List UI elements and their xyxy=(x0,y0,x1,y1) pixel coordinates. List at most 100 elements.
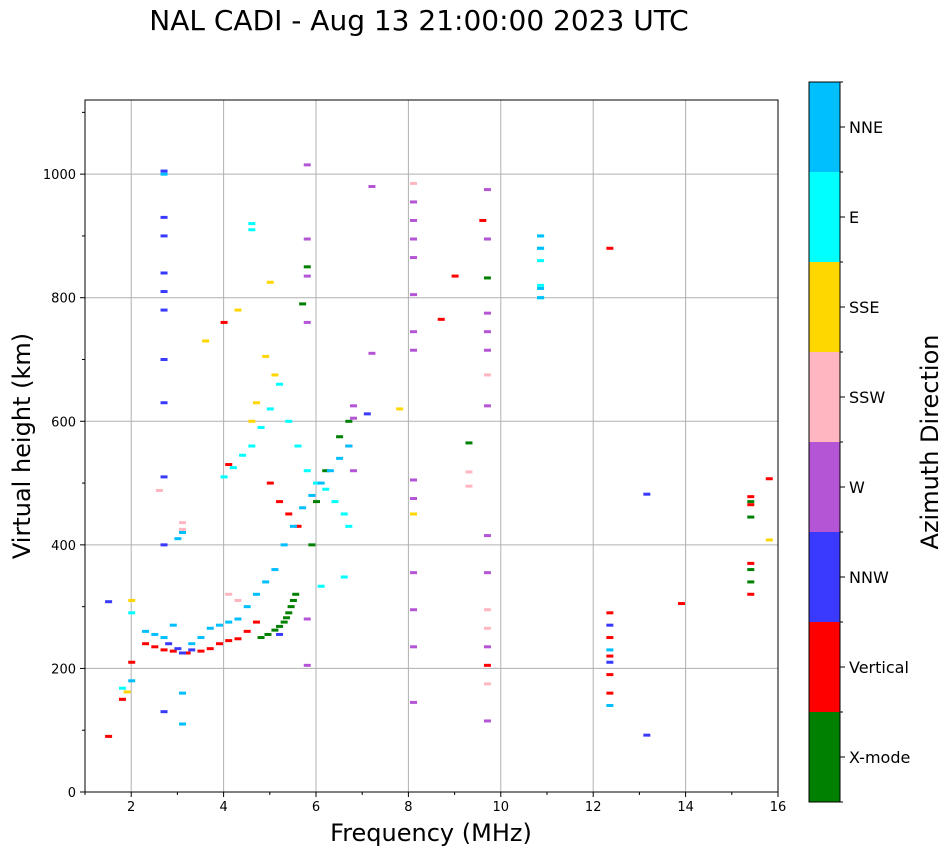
data-point xyxy=(252,401,260,405)
data-point xyxy=(289,598,297,602)
data-point xyxy=(292,592,300,596)
data-point xyxy=(483,534,491,538)
data-point xyxy=(248,419,256,423)
data-point xyxy=(340,512,348,516)
data-point xyxy=(160,271,168,275)
data-point xyxy=(118,686,126,690)
colorbar-tick-label: SSE xyxy=(849,298,879,317)
data-point xyxy=(747,561,755,565)
data-point xyxy=(303,617,311,621)
data-point xyxy=(606,691,614,695)
data-point xyxy=(234,617,242,621)
data-point xyxy=(483,663,491,667)
data-point xyxy=(206,647,214,651)
data-point xyxy=(276,500,284,504)
data-point xyxy=(410,497,418,501)
data-point xyxy=(349,404,357,408)
data-point xyxy=(747,580,755,584)
data-point xyxy=(483,330,491,334)
y-tick-label: 200 xyxy=(51,662,76,677)
data-point xyxy=(303,237,311,241)
data-point xyxy=(225,592,233,596)
colorbar-tick-label: X-mode xyxy=(849,748,910,767)
data-point xyxy=(188,642,196,646)
chart-title: NAL CADI - Aug 13 21:00:00 2023 UTC xyxy=(149,4,689,37)
data-point xyxy=(606,648,614,652)
data-point xyxy=(243,605,251,609)
data-point xyxy=(128,598,136,602)
data-point xyxy=(606,246,614,250)
x-tick-label: 12 xyxy=(585,800,602,815)
data-point xyxy=(202,339,210,343)
data-point xyxy=(483,311,491,315)
series-nne xyxy=(128,172,614,726)
data-point xyxy=(165,642,173,646)
x-tick-label: 16 xyxy=(770,800,787,815)
data-point xyxy=(271,628,279,632)
data-point xyxy=(206,626,214,630)
data-point xyxy=(349,469,357,473)
data-point xyxy=(105,600,113,604)
data-point xyxy=(483,373,491,377)
colorbar-segment xyxy=(809,262,840,352)
data-point xyxy=(483,237,491,241)
data-point xyxy=(483,608,491,612)
data-point xyxy=(128,660,136,664)
data-point xyxy=(303,274,311,278)
data-point xyxy=(188,648,196,652)
data-point xyxy=(345,524,353,528)
x-tick-label: 2 xyxy=(127,800,135,815)
colorbar-label: Azimuth Direction xyxy=(916,335,944,550)
colorbar-frame xyxy=(808,81,841,803)
y-tick-label: 1000 xyxy=(43,168,76,183)
data-point xyxy=(294,524,302,528)
data-point xyxy=(142,642,150,646)
data-point xyxy=(262,580,270,584)
data-point xyxy=(606,660,614,664)
data-point xyxy=(151,632,159,636)
data-point xyxy=(299,302,307,306)
data-point xyxy=(142,629,150,633)
x-tick-label: 4 xyxy=(219,800,227,815)
data-point xyxy=(363,412,371,416)
data-point xyxy=(410,237,418,241)
data-point xyxy=(410,512,418,516)
data-point xyxy=(410,571,418,575)
data-point xyxy=(336,456,344,460)
data-point xyxy=(313,500,320,504)
data-point xyxy=(234,308,242,312)
data-point xyxy=(128,679,136,683)
data-point xyxy=(303,265,311,269)
data-point xyxy=(123,690,131,694)
data-point xyxy=(179,691,187,695)
data-point xyxy=(410,478,418,482)
colorbar: X-mode Vertical NNW W SSW SSE E NNE xyxy=(808,81,910,803)
data-point xyxy=(264,632,272,636)
x-tick-label: 6 xyxy=(312,800,320,815)
data-point xyxy=(537,283,545,287)
data-point xyxy=(105,734,113,738)
data-point xyxy=(368,185,376,188)
data-point xyxy=(483,188,491,192)
series-x-mode xyxy=(257,265,755,640)
data-point xyxy=(483,645,491,649)
data-point xyxy=(537,296,545,300)
data-point xyxy=(262,354,270,358)
data-point xyxy=(537,246,545,250)
data-point xyxy=(747,568,755,572)
data-point xyxy=(257,425,265,429)
data-point xyxy=(234,637,242,641)
data-point xyxy=(643,492,651,496)
data-point xyxy=(336,435,344,439)
data-point xyxy=(410,218,418,222)
data-point xyxy=(276,624,284,628)
data-point xyxy=(308,493,316,497)
data-point xyxy=(747,503,755,507)
data-point xyxy=(303,469,311,473)
data-point xyxy=(410,293,418,297)
series-vertical xyxy=(105,218,773,738)
data-point xyxy=(345,444,353,448)
data-point xyxy=(483,626,491,630)
data-point xyxy=(271,373,279,377)
data-point xyxy=(747,495,755,499)
